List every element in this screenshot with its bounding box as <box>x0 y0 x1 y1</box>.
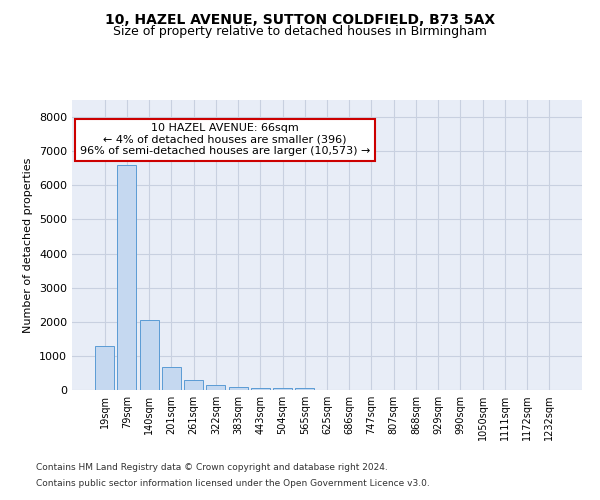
Bar <box>273 388 292 390</box>
Bar <box>118 165 136 390</box>
Text: Contains public sector information licensed under the Open Government Licence v3: Contains public sector information licen… <box>36 478 430 488</box>
Bar <box>251 388 270 390</box>
Text: 10 HAZEL AVENUE: 66sqm
← 4% of detached houses are smaller (396)
96% of semi-det: 10 HAZEL AVENUE: 66sqm ← 4% of detached … <box>80 123 370 156</box>
Bar <box>162 367 181 390</box>
Text: Contains HM Land Registry data © Crown copyright and database right 2024.: Contains HM Land Registry data © Crown c… <box>36 464 388 472</box>
Bar <box>95 346 114 390</box>
Text: Size of property relative to detached houses in Birmingham: Size of property relative to detached ho… <box>113 25 487 38</box>
Bar <box>295 388 314 390</box>
Text: 10, HAZEL AVENUE, SUTTON COLDFIELD, B73 5AX: 10, HAZEL AVENUE, SUTTON COLDFIELD, B73 … <box>105 12 495 26</box>
Y-axis label: Number of detached properties: Number of detached properties <box>23 158 34 332</box>
Bar <box>229 387 248 390</box>
Bar <box>140 320 158 390</box>
Bar <box>206 385 225 390</box>
Bar <box>184 380 203 390</box>
